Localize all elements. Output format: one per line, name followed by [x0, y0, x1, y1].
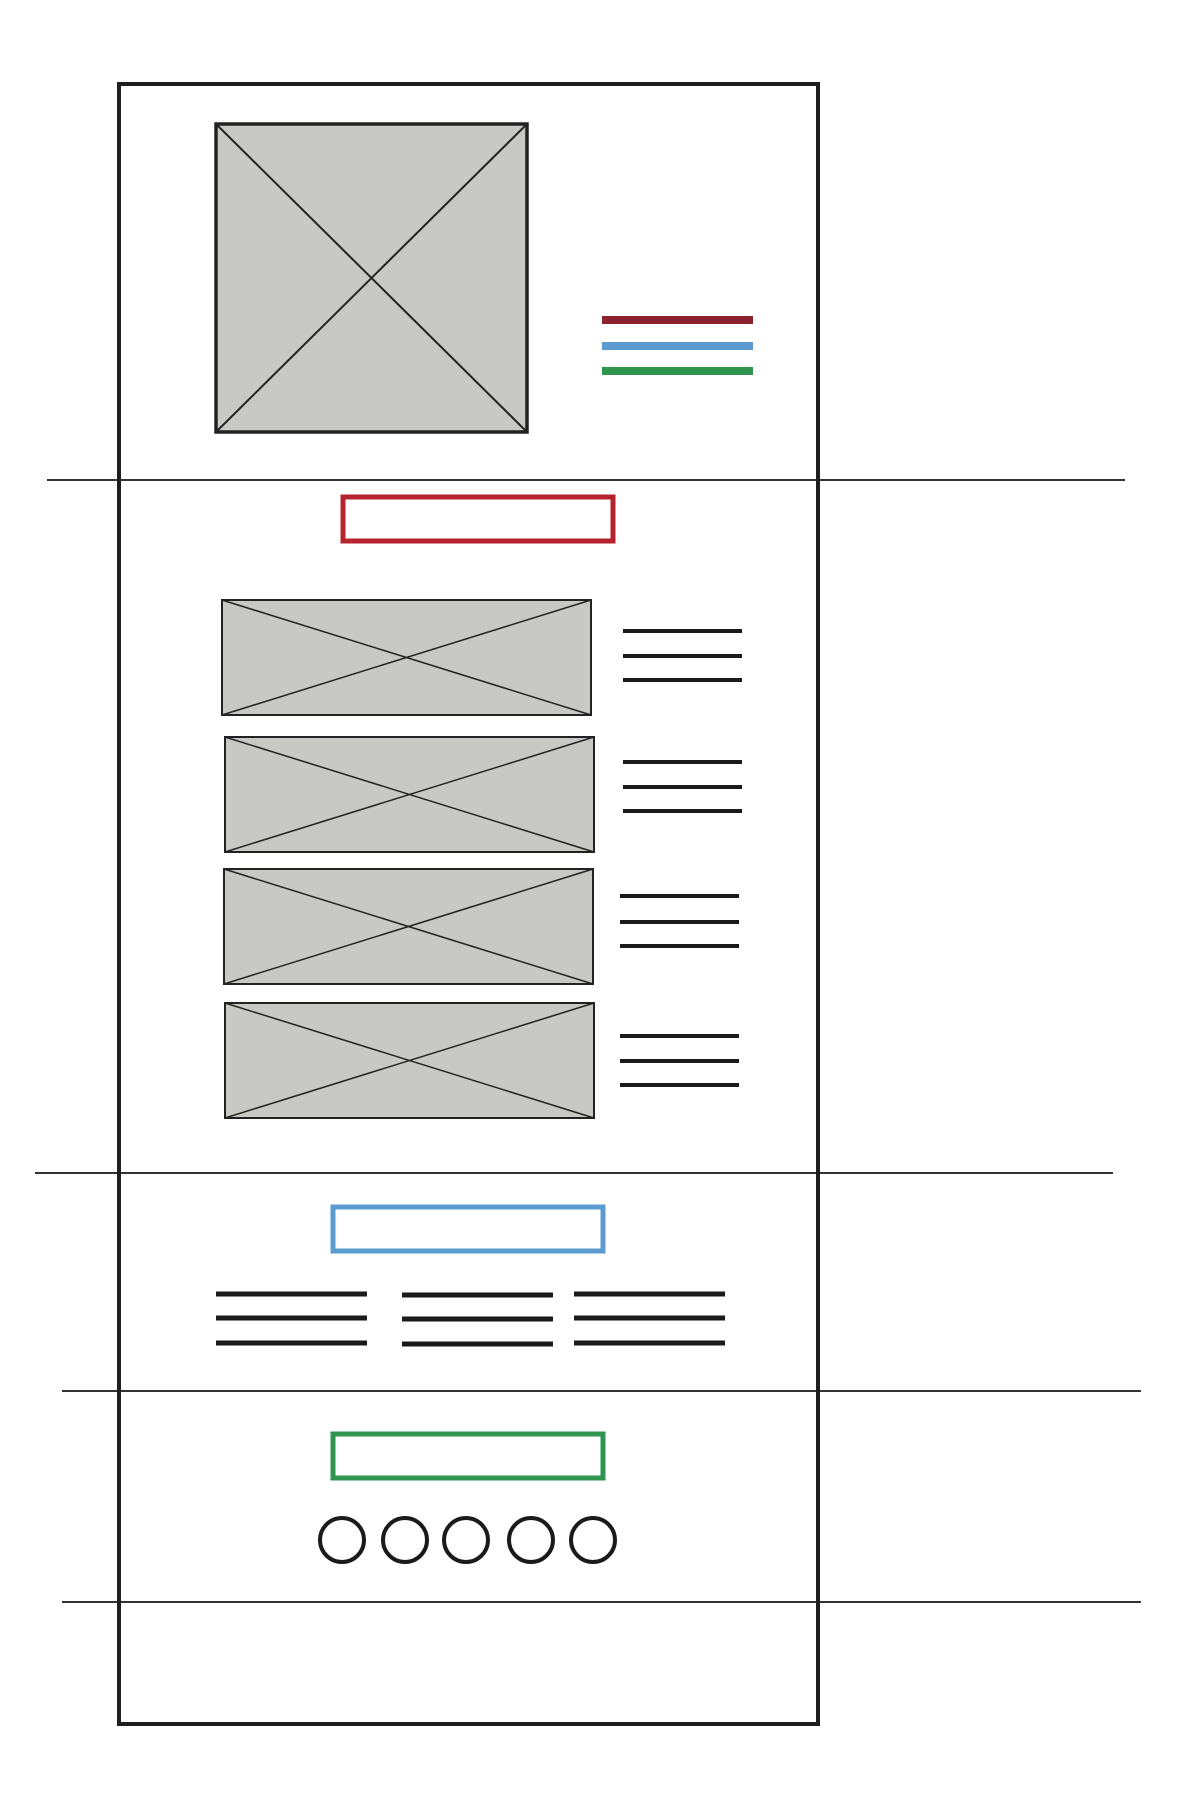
section-1-heading-box	[340, 494, 616, 544]
header	[214, 122, 753, 434]
social-icons	[318, 1516, 617, 1564]
list-item[interactable]	[223, 868, 739, 985]
circle-icon[interactable]	[318, 1516, 366, 1564]
nav-menu[interactable]	[602, 316, 753, 375]
section-1	[221, 494, 742, 1119]
placeholder-diagonal	[224, 1002, 595, 1119]
list-item[interactable]	[224, 1002, 739, 1119]
circle-icon[interactable]	[442, 1516, 490, 1564]
section-dividers	[35, 479, 1141, 1603]
page-frame	[117, 82, 820, 1726]
circle-icon[interactable]	[507, 1516, 555, 1564]
logo-image-placeholder	[214, 122, 529, 434]
section-2	[216, 1204, 725, 1347]
placeholder-diagonal	[221, 599, 592, 716]
placeholder-diagonal	[223, 868, 594, 985]
circle-icon[interactable]	[381, 1516, 429, 1564]
section-3-heading-box	[330, 1431, 606, 1481]
placeholder-diagonal	[215, 123, 528, 433]
placeholder-diagonal	[224, 736, 595, 853]
circle-icon[interactable]	[569, 1516, 617, 1564]
text-column	[402, 1292, 553, 1347]
text-column	[574, 1291, 725, 1346]
section-2-heading-box	[330, 1204, 606, 1254]
list-item[interactable]	[221, 599, 742, 716]
list-item[interactable]	[224, 736, 742, 853]
section-3	[318, 1431, 617, 1564]
text-column	[216, 1291, 367, 1346]
